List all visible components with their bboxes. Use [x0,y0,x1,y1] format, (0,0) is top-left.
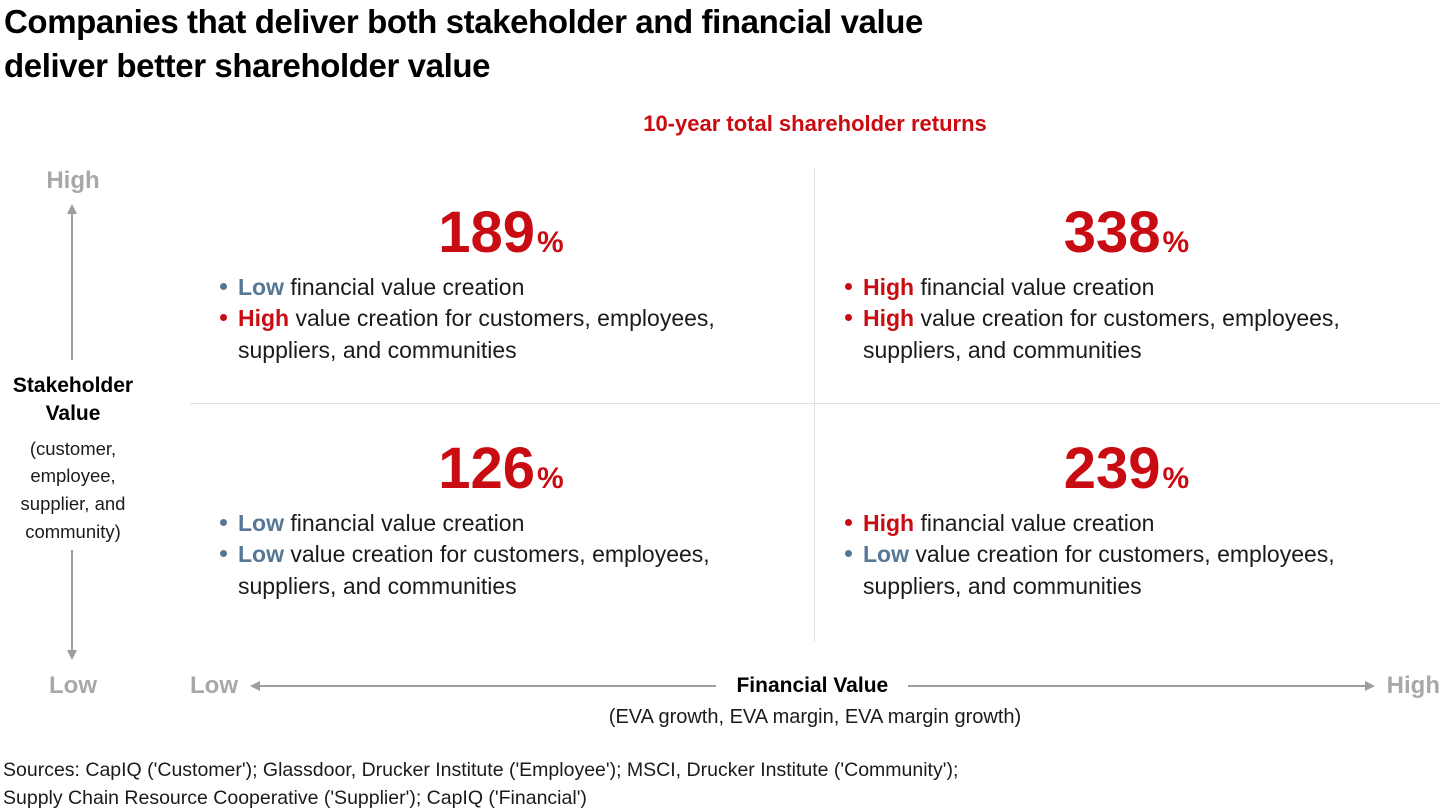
arrow-down-icon [67,550,77,660]
percent-sign: % [537,462,564,495]
bullet-rest: financial value creation [284,274,525,300]
bullet-item: High financial value creation [843,508,1403,539]
bullet-lead: High [863,274,915,300]
bullet-icon [843,303,863,366]
percent-sign: % [1162,226,1190,259]
quadrant-value: 126% [218,440,784,498]
bullet-icon [843,272,863,303]
bullet-item: Low value creation for customers, employ… [843,539,1403,602]
bullet-list: Low financial value creation High value … [218,272,778,366]
arrow-left-icon [249,681,717,691]
arrow-right-icon [908,681,1376,691]
bullet-list: Low financial value creation Low value c… [218,508,778,602]
quadrant-value-number: 338 [1063,200,1161,265]
bullet-list: High financial value creation Low value … [843,508,1403,602]
bullet-rest: value creation for customers, employees,… [238,305,715,363]
bullet-text: Low value creation for customers, employ… [238,539,778,602]
bullet-item: Low financial value creation [218,272,778,303]
bullet-text: Low financial value creation [238,272,524,303]
bullet-lead: Low [238,541,284,568]
sources-line1: Sources: CapIQ ('Customer'); Glassdoor, … [3,759,959,781]
arrow-up-icon [67,204,77,360]
bullet-lead: High [863,510,915,536]
x-axis-title: Financial Value [736,674,889,697]
bullet-icon [218,272,238,303]
bullet-list: High financial value creation High value… [843,272,1403,366]
quadrant-value-number: 189 [438,200,536,265]
bullet-icon [218,508,238,539]
quadrant-value-number: 126 [438,436,536,501]
quadrant-top-right: 338% High financial value creation High … [815,168,1440,404]
bullet-icon [843,539,863,602]
quadrant-value: 189% [218,204,784,262]
bullet-rest: value creation for customers, employees,… [863,541,1335,599]
y-axis-title: Stakeholder Value [12,374,134,426]
bullet-item: High financial value creation [843,272,1403,303]
quadrant-value: 338% [843,204,1410,262]
bullet-text: Low financial value creation [238,508,524,539]
chart-subtitle: 10-year total shareholder returns [643,111,987,136]
bullet-icon [218,303,238,366]
bullet-rest: financial value creation [284,510,525,536]
bullet-lead: Low [238,510,284,536]
bullet-lead: High [863,305,915,332]
sources-note: Sources: CapIQ ('Customer'); Glassdoor, … [3,756,958,810]
quadrant-value: 239% [843,440,1410,498]
percent-sign: % [1162,462,1190,495]
x-axis-subtitle: (EVA growth, EVA margin, EVA margin grow… [608,706,1022,728]
quadrant-grid: 189% Low financial value creation High v… [190,168,1440,642]
x-axis: Low Financial Value High [190,672,1440,700]
bullet-item: High value creation for customers, emplo… [843,303,1403,366]
x-axis-low-label: Low [190,672,238,699]
bullet-item: Low financial value creation [218,508,778,539]
page-title-line2: deliver better shareholder value [4,46,491,84]
y-axis-title-block: Stakeholder Value (customer, employee, s… [0,372,146,546]
bullet-item: Low value creation for customers, employ… [218,539,778,602]
bullet-text: Low value creation for customers, employ… [863,539,1403,602]
bullet-item: High value creation for customers, emplo… [218,303,778,366]
bullet-text: High value creation for customers, emplo… [238,303,778,366]
bullet-rest: financial value creation [914,510,1155,536]
y-axis-subtitle: (customer, employee, supplier, and commu… [20,437,126,542]
bullet-rest: value creation for customers, employees,… [863,305,1340,363]
percent-sign: % [537,226,564,259]
bullet-lead: Low [863,541,909,568]
quadrant-top-left: 189% Low financial value creation High v… [190,168,815,404]
page-title-line1: Companies that deliver both stakeholder … [4,3,923,40]
quadrant-bottom-left: 126% Low financial value creation Low va… [190,404,815,642]
quadrant-bottom-right: 239% High financial value creation Low v… [815,404,1440,642]
bullet-lead: Low [238,274,284,300]
bullet-rest: value creation for customers, employees,… [238,541,710,599]
y-axis-high-label: High [46,167,100,194]
x-axis-high-label: High [1386,672,1440,699]
y-axis-low-label: Low [49,672,97,699]
page-title: Companies that deliver both stakeholder … [4,0,1104,87]
sources-line2: Supply Chain Resource Cooperative ('Supp… [3,787,587,810]
bullet-icon [843,508,863,539]
bullet-text: High value creation for customers, emplo… [863,303,1403,366]
bullet-icon [218,539,238,602]
bullet-text: High financial value creation [863,508,1154,539]
quadrant-value-number: 239 [1063,436,1161,501]
bullet-lead: High [238,305,290,332]
bullet-rest: financial value creation [914,274,1155,300]
bullet-text: High financial value creation [863,272,1154,303]
